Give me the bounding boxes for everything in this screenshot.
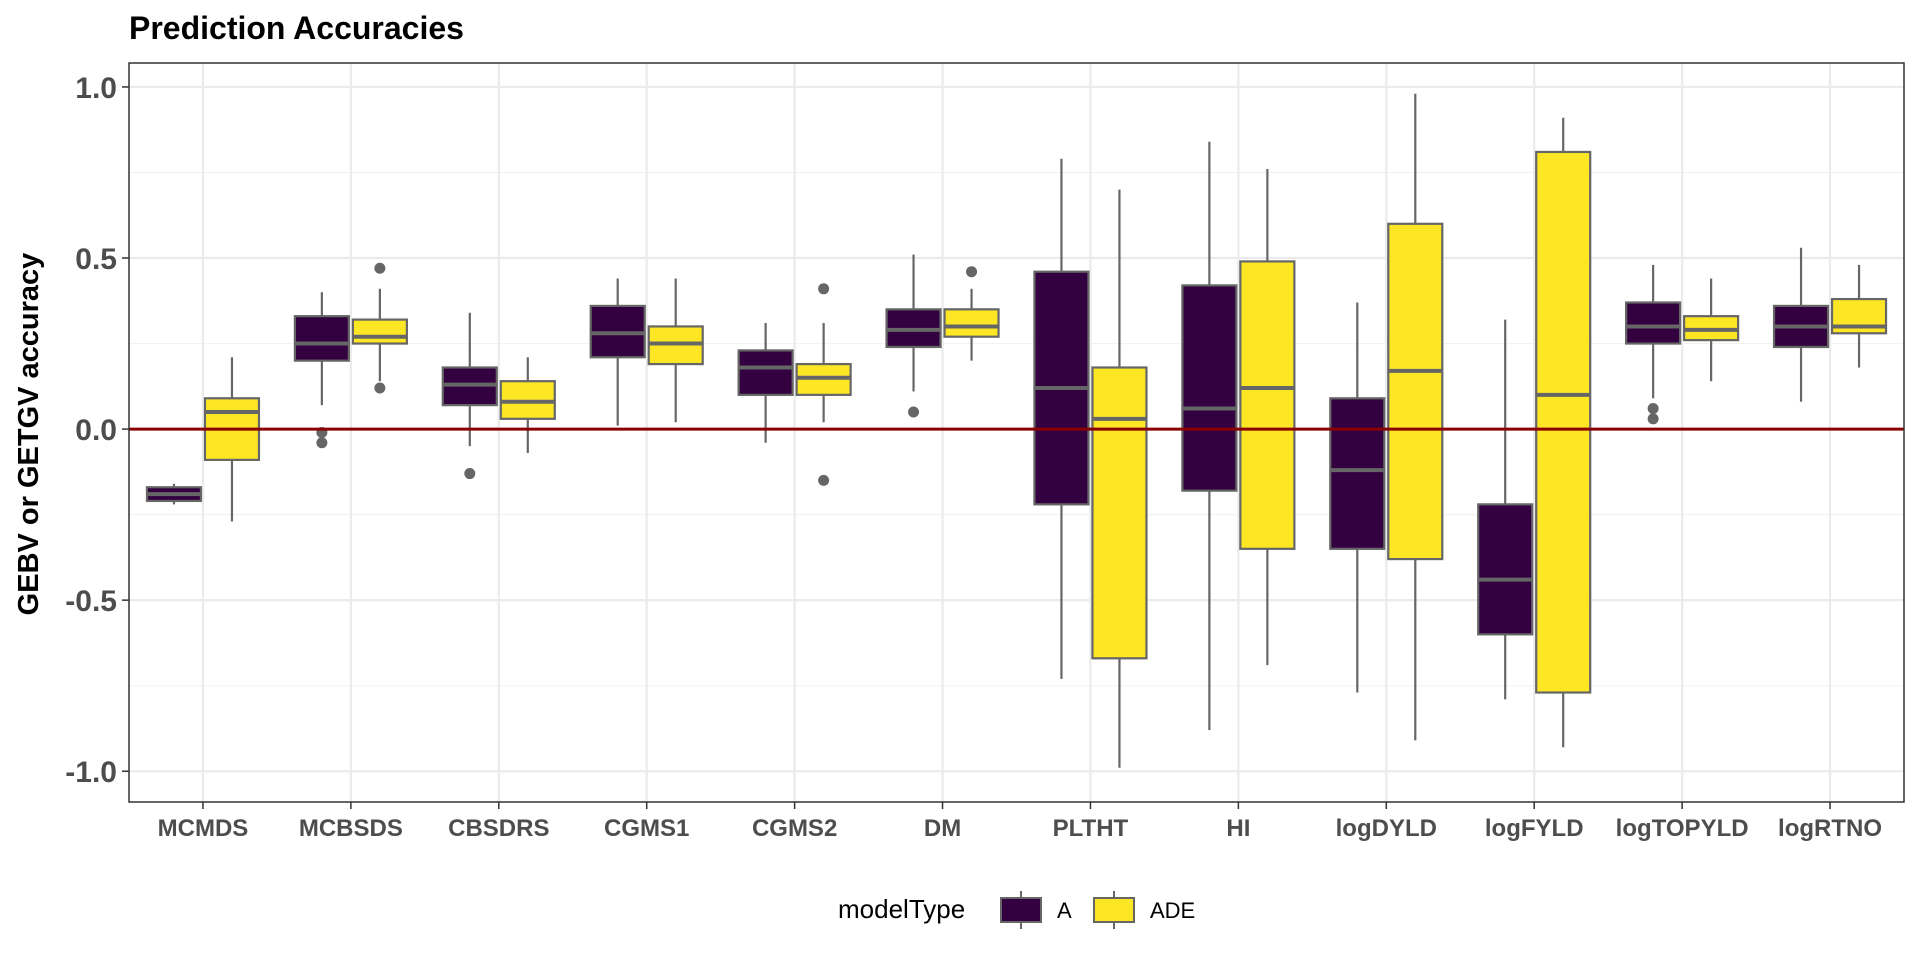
box-body	[1239, 260, 1296, 550]
x-tick-label: MCMDS	[158, 815, 249, 842]
x-tick-label: HI	[1226, 815, 1250, 842]
x-tick-label: logFYLD	[1485, 815, 1584, 842]
box-ADE-logRTNO	[1830, 264, 1888, 368]
x-tick-label: DM	[924, 815, 961, 842]
box-A-MCBSDS	[293, 292, 350, 449]
outlier-point	[464, 468, 476, 480]
outlier-point	[818, 283, 830, 295]
box-A-CBSDRS	[441, 312, 498, 480]
panel-border	[128, 62, 1905, 803]
box-body	[293, 315, 350, 362]
box-body	[351, 318, 408, 345]
x-tick-label: CGMS2	[752, 815, 837, 842]
legend-title: modelType	[838, 894, 965, 924]
y-tick-label: 0.5	[75, 243, 117, 276]
x-tick-label: PLTHT	[1053, 815, 1129, 842]
outlier-point	[818, 474, 830, 486]
box-A-DM	[885, 254, 942, 418]
outlier-point	[374, 262, 386, 274]
outlier-point	[374, 382, 386, 394]
box-body	[1625, 301, 1682, 345]
grid-lines	[129, 63, 1904, 802]
box-A-CGMS1	[589, 278, 646, 426]
legend: modelType A ADE	[838, 891, 1195, 929]
box-body	[943, 308, 1000, 338]
series-A	[145, 141, 1830, 731]
outlier-point	[908, 406, 920, 418]
box-A-logDYLD	[1329, 302, 1386, 693]
box-body	[1387, 222, 1444, 561]
legend-key-A: A	[1000, 891, 1072, 929]
box-ADE-logDYLD	[1387, 93, 1444, 741]
y-tick-label: -1.0	[65, 756, 117, 789]
box-body	[1091, 366, 1148, 660]
box-A-PLTHT	[1033, 158, 1090, 679]
box-body	[1181, 284, 1238, 492]
legend-swatch	[1000, 897, 1042, 923]
y-tick-label: 1.0	[75, 72, 117, 105]
box-A-logFYLD	[1477, 319, 1534, 700]
box-series	[128, 62, 1905, 803]
box-ADE-logFYLD	[1535, 117, 1592, 748]
box-ADE-DM	[943, 266, 1000, 361]
outlier-point	[1647, 403, 1659, 415]
y-axis-label: GEBV or GETGV accuracy	[13, 253, 45, 616]
box-body	[1477, 503, 1534, 636]
x-tick-label: CBSDRS	[448, 815, 549, 842]
plot-background	[129, 63, 1904, 802]
y-axis-ticks: -1.0 -0.5 0.0 0.5 1.0	[65, 72, 129, 789]
box-ADE-HI	[1239, 169, 1296, 666]
chart-title: Prediction Accuracies	[129, 10, 464, 46]
box-body	[1535, 150, 1592, 694]
box-ADE-CBSDRS	[499, 357, 556, 454]
box-ADE-CGMS2	[795, 283, 852, 486]
box-ADE-PLTHT	[1091, 189, 1148, 768]
outlier-point	[1647, 413, 1659, 425]
legend-key-ADE: ADE	[1093, 891, 1195, 929]
box-A-logRTNO	[1772, 247, 1830, 402]
y-tick-label: -0.5	[65, 585, 117, 618]
y-tick-label: 0.0	[75, 414, 117, 447]
box-ADE-logTOPYLD	[1683, 278, 1740, 382]
box-ADE-CGMS1	[647, 278, 704, 423]
box-body	[737, 349, 794, 396]
outlier-point	[966, 266, 978, 278]
legend-label: A	[1057, 898, 1072, 923]
box-A-MCMDS	[145, 483, 203, 505]
x-axis-ticks: MCMDS MCBSDS CBSDRS CGMS1 CGMS2 DM PLTHT HI logD…	[158, 802, 1882, 842]
box-A-HI	[1181, 141, 1238, 731]
legend-label: ADE	[1150, 898, 1195, 923]
x-tick-label: MCBSDS	[299, 815, 403, 842]
x-tick-label: logDYLD	[1336, 815, 1437, 842]
x-tick-label: logRTNO	[1778, 815, 1882, 842]
box-ADE-MCBSDS	[351, 262, 408, 394]
box-body	[1329, 397, 1386, 550]
box-A-CGMS2	[737, 323, 794, 443]
legend-swatch	[1093, 897, 1135, 923]
box-A-logTOPYLD	[1625, 264, 1682, 425]
outlier-point	[316, 437, 328, 449]
x-tick-label: logTOPYLD	[1616, 815, 1749, 842]
x-tick-label: CGMS1	[604, 815, 689, 842]
